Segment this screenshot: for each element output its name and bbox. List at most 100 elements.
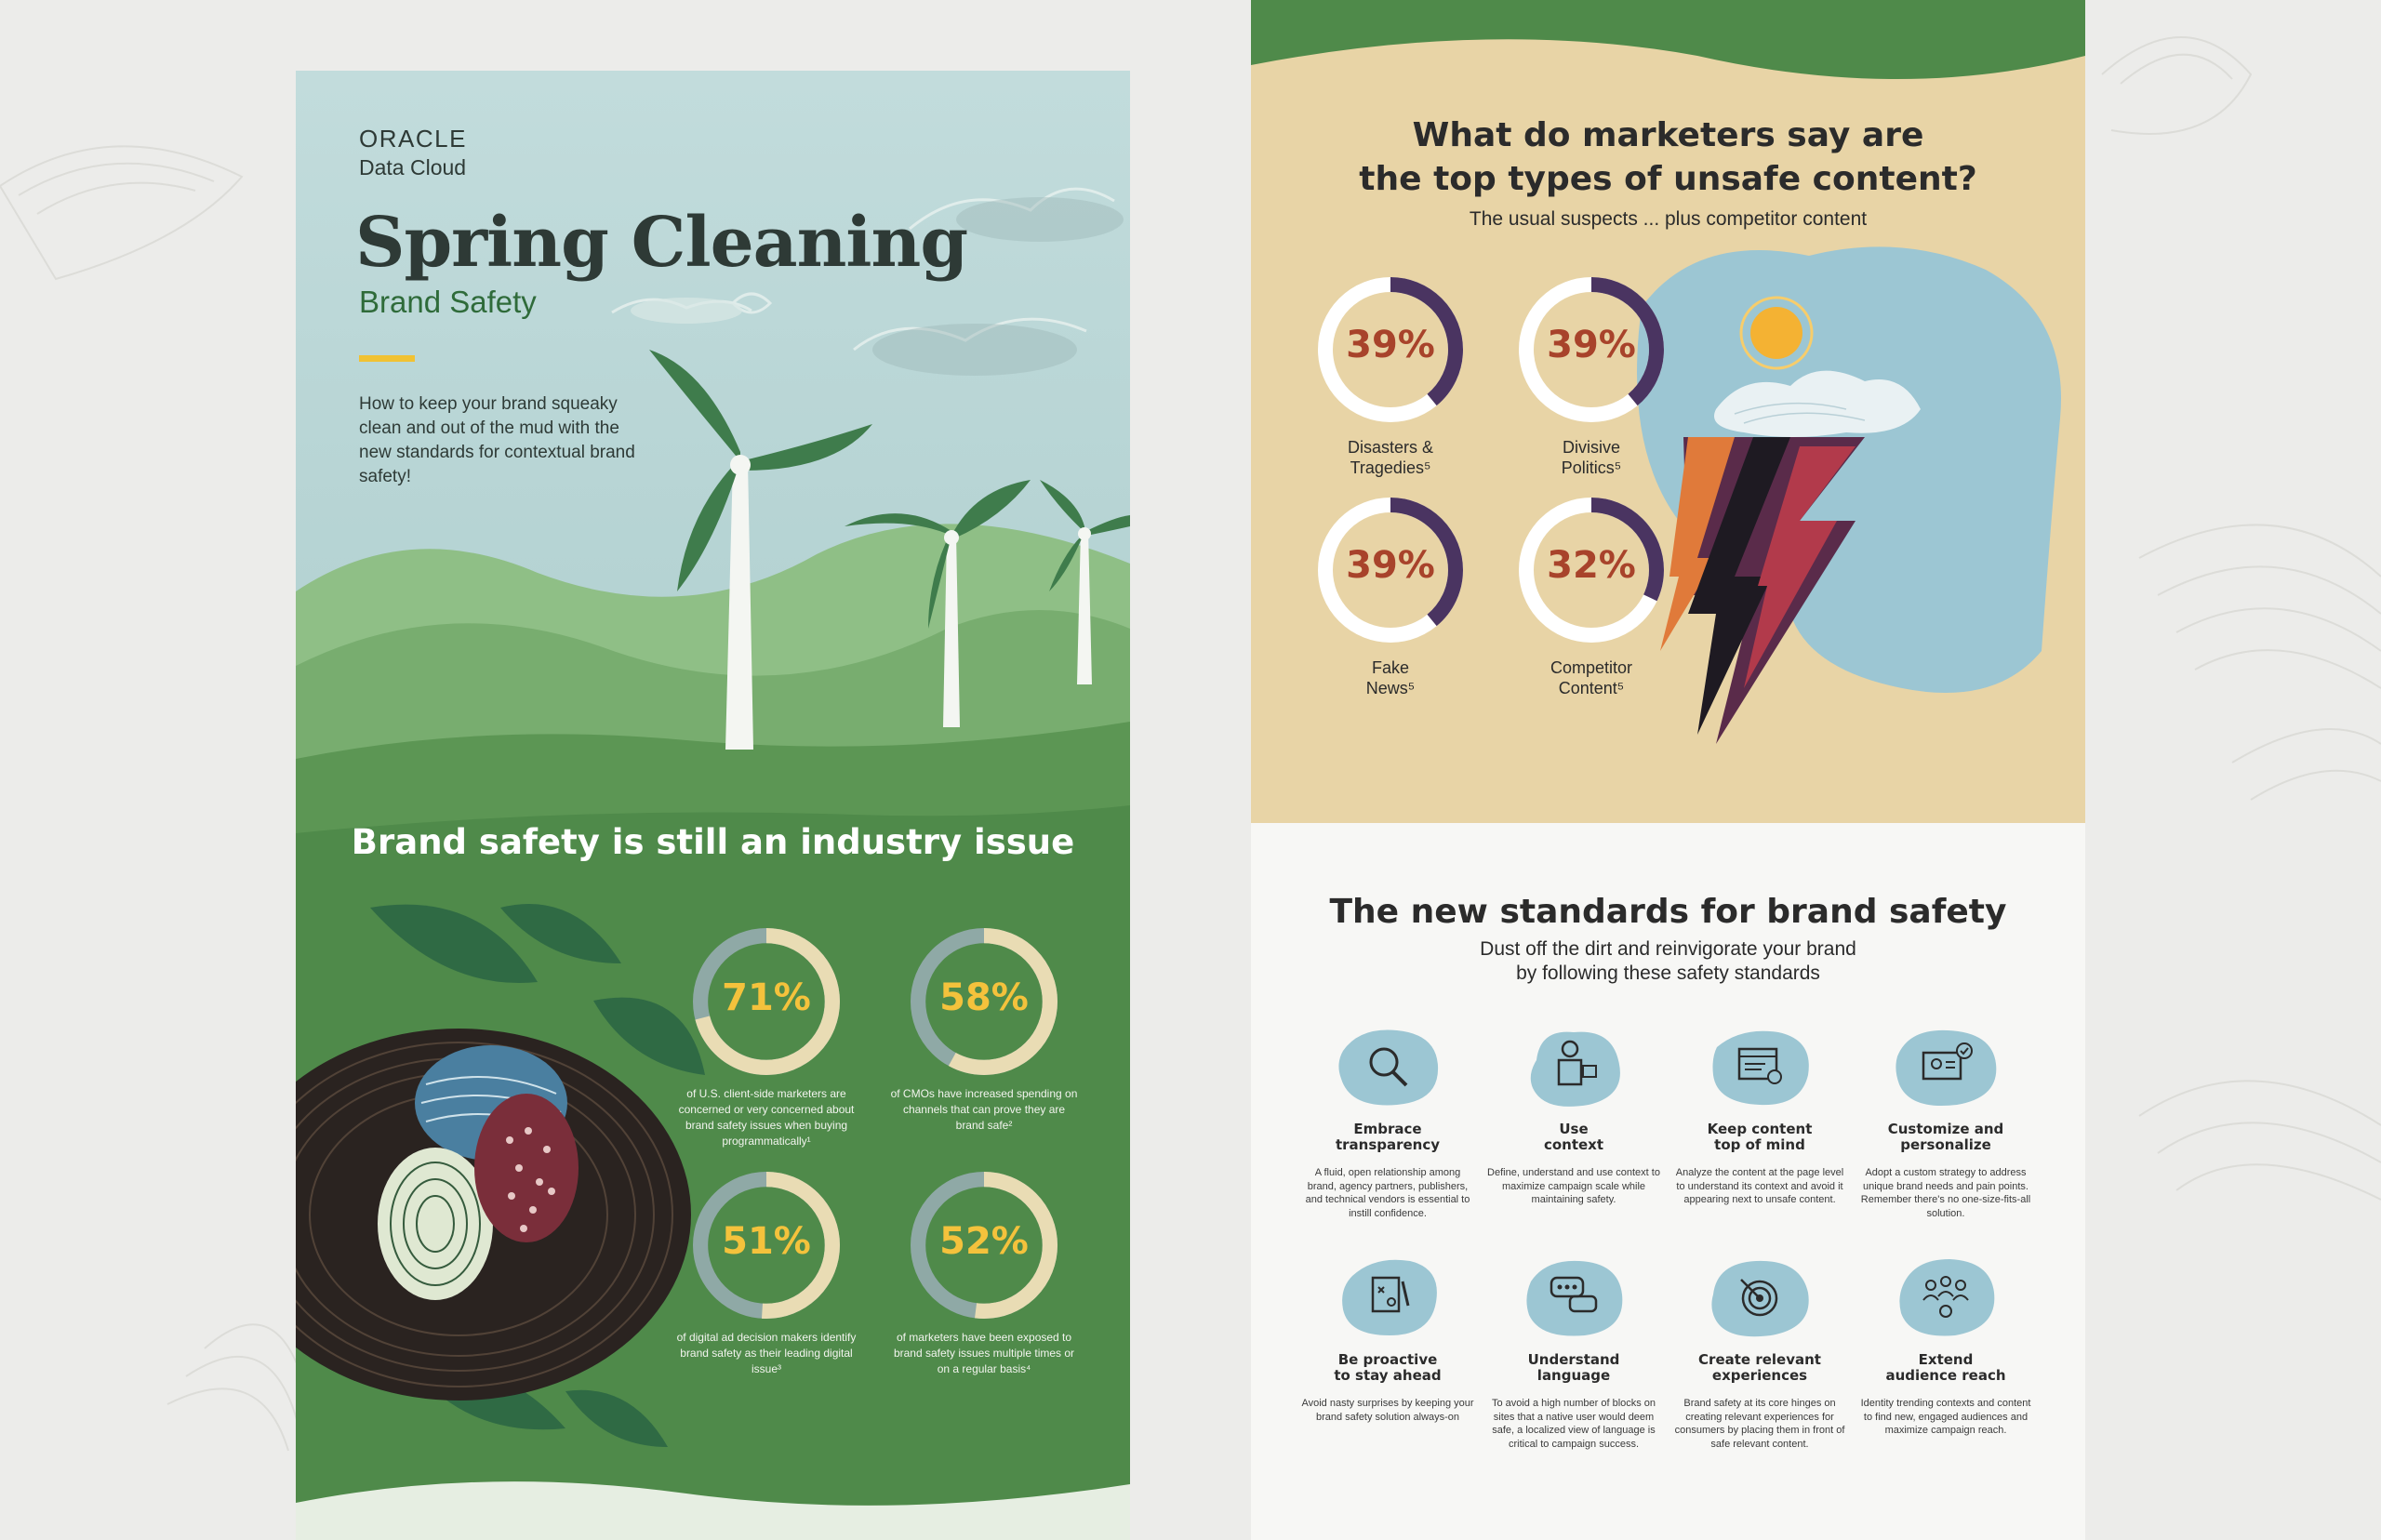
standard-transparency: Embrace transparency A fluid, open relati… bbox=[1299, 1023, 1476, 1220]
unsafe-content-illustration bbox=[1251, 0, 2085, 744]
standard-label-line2: personalize bbox=[1900, 1136, 1991, 1153]
donut-value-arc bbox=[1318, 277, 1463, 422]
standard-label-line1: Keep content bbox=[1707, 1121, 1813, 1137]
stat-percent: 39% bbox=[1346, 544, 1435, 587]
context-icon bbox=[1518, 1023, 1629, 1112]
standard-label-line1: Extend bbox=[1918, 1351, 1974, 1368]
stat-percent: 39% bbox=[1547, 324, 1636, 366]
stat-percent: 32% bbox=[1547, 544, 1636, 587]
right-infographic-panel: What do marketers say are the top types … bbox=[1251, 0, 2085, 1540]
industry-issue-heading: Brand safety is still an industry issue bbox=[351, 822, 1075, 862]
stat-label: Competitor Content⁵ bbox=[1498, 657, 1684, 698]
standard-relevant: Create relevant experiences Brand safety … bbox=[1671, 1254, 1848, 1451]
donut-value-arc bbox=[1519, 277, 1664, 422]
logo-product: Data Cloud bbox=[359, 155, 467, 179]
bottom-wave bbox=[296, 1481, 1130, 1540]
standard-label: Keep content top of mind bbox=[1671, 1122, 1848, 1153]
audience-icon bbox=[1890, 1254, 2002, 1343]
standard-label-line2: to stay ahead bbox=[1334, 1367, 1442, 1384]
page-subtitle: Brand Safety bbox=[359, 285, 537, 319]
standard-content: Keep content top of mind Analyze the cont… bbox=[1671, 1023, 1848, 1207]
standard-description: Analyze the content at the page level to… bbox=[1675, 1167, 1844, 1205]
standard-description: To avoid a high number of blocks on site… bbox=[1491, 1398, 1656, 1450]
unsafe-content-subtitle: The usual suspects ... plus competitor c… bbox=[1469, 208, 1868, 230]
stat-52: 52% of marketers have been exposed to br… bbox=[872, 1170, 1096, 1377]
stat-label-line1: Competitor bbox=[1550, 658, 1633, 677]
donut-chart-52 bbox=[910, 1171, 1058, 1320]
stat-51: 51% of digital ad decision makers identi… bbox=[655, 1170, 878, 1377]
donut-value-arc bbox=[910, 927, 1058, 1076]
speech-bubbles-icon bbox=[1518, 1254, 1629, 1343]
stat-percent: 71% bbox=[722, 976, 811, 1019]
stat-politics: 39% Divisive Politics⁵ bbox=[1498, 275, 1684, 478]
accent-divider bbox=[359, 355, 415, 362]
stat-caption: of marketers have been exposed to brand … bbox=[893, 1331, 1075, 1375]
stat-caption: of U.S. client-side marketers are concer… bbox=[678, 1087, 855, 1148]
stat-competitor: 32% Competitor Content⁵ bbox=[1498, 496, 1684, 698]
stat-caption: of CMOs have increased spending on chann… bbox=[890, 1087, 1078, 1132]
standards-subtitle-line1: Dust off the dirt and reinvigorate your … bbox=[1480, 938, 1856, 960]
stat-fake-news: 39% Fake News⁵ bbox=[1297, 496, 1483, 698]
page-title: Spring Cleaning bbox=[355, 203, 968, 283]
standard-label: Understand language bbox=[1485, 1352, 1662, 1384]
stat-label: Fake News⁵ bbox=[1297, 657, 1483, 698]
content-window-icon bbox=[1704, 1023, 1816, 1112]
standard-label-line1: Customize and bbox=[1887, 1121, 2004, 1137]
unsafe-content-title-line2: the top types of unsafe content? bbox=[1359, 160, 1977, 198]
stat-label-line2: Tragedies⁵ bbox=[1350, 458, 1431, 477]
standard-label: Create relevant experiences bbox=[1671, 1352, 1848, 1384]
standard-label-line2: transparency bbox=[1335, 1136, 1441, 1153]
standards-title: The new standards for brand safety bbox=[1329, 893, 2007, 931]
standard-label-line1: Be proactive bbox=[1337, 1351, 1438, 1368]
stat-label-line2: Politics⁵ bbox=[1561, 458, 1622, 477]
standard-label-line1: Create relevant bbox=[1698, 1351, 1821, 1368]
standard-label-line2: top of mind bbox=[1714, 1136, 1805, 1153]
standard-label-line1: Use bbox=[1559, 1121, 1589, 1137]
left-infographic-panel: ORACLE Data Cloud Spring Cleaning Brand … bbox=[296, 71, 1130, 1540]
donut-chart-competitor bbox=[1519, 498, 1664, 643]
stat-label: Divisive Politics⁵ bbox=[1498, 437, 1684, 478]
standard-description: Avoid nasty surprises by keeping your br… bbox=[1301, 1398, 1474, 1423]
stat-71: 71% of U.S. client-side marketers are co… bbox=[655, 926, 878, 1149]
standard-description: Adopt a custom strategy to address uniqu… bbox=[1860, 1167, 2031, 1219]
stat-label-line1: Disasters & bbox=[1347, 438, 1434, 457]
standard-label: Extend audience reach bbox=[1857, 1352, 2034, 1384]
standard-description: Identity trending contexts and content t… bbox=[1860, 1398, 2031, 1436]
standard-label: Use context bbox=[1485, 1122, 1662, 1153]
stat-disasters: 39% Disasters & Tragedies⁵ bbox=[1297, 275, 1483, 478]
stat-label: Disasters & Tragedies⁵ bbox=[1297, 437, 1483, 478]
standard-reach: Extend audience reach Identity trending c… bbox=[1857, 1254, 2034, 1438]
standard-personalize: Customize and personalize Adopt a custom … bbox=[1857, 1023, 2034, 1220]
unsafe-content-title: What do marketers say are the top types … bbox=[1251, 113, 2085, 201]
donut-value-arc bbox=[692, 927, 841, 1076]
donut-chart-71 bbox=[692, 927, 841, 1076]
stat-58: 58% of CMOs have increased spending on c… bbox=[872, 926, 1096, 1134]
standard-description: Define, understand and use context to ma… bbox=[1487, 1167, 1660, 1205]
oracle-logo: ORACLE Data Cloud bbox=[359, 125, 467, 180]
standard-label-line2: context bbox=[1543, 1136, 1604, 1153]
standard-description: Brand safety at its core hinges on creat… bbox=[1674, 1398, 1845, 1450]
standard-proactive: Be proactive to stay ahead Avoid nasty su… bbox=[1299, 1254, 1476, 1424]
stat-percent: 39% bbox=[1346, 324, 1435, 366]
stat-label-line2: News⁵ bbox=[1365, 679, 1416, 697]
magnifier-icon bbox=[1332, 1023, 1443, 1112]
stat-percent: 51% bbox=[722, 1220, 811, 1263]
donut-chart-fake-news bbox=[1318, 498, 1463, 643]
stat-percent: 52% bbox=[939, 1220, 1029, 1263]
stat-label-line1: Divisive bbox=[1562, 438, 1620, 457]
standards-subtitle-line2: by following these safety standards bbox=[1516, 962, 1820, 984]
stat-percent: 58% bbox=[939, 976, 1029, 1019]
stat-label-line2: Content⁵ bbox=[1558, 679, 1625, 697]
donut-value-arc bbox=[910, 1171, 1058, 1320]
donut-chart-politics bbox=[1519, 277, 1664, 422]
standard-label-line1: Understand bbox=[1527, 1351, 1620, 1368]
standard-label: Embrace transparency bbox=[1299, 1122, 1476, 1153]
standard-language: Understand language To avoid a high numbe… bbox=[1485, 1254, 1662, 1451]
donut-chart-disasters bbox=[1318, 277, 1463, 422]
intro-text: How to keep your brand squeaky clean and… bbox=[359, 394, 635, 486]
target-icon bbox=[1704, 1254, 1816, 1343]
standard-description: A fluid, open relationship among brand, … bbox=[1305, 1167, 1470, 1219]
donut-value-arc bbox=[1519, 498, 1664, 643]
donut-chart-58 bbox=[910, 927, 1058, 1076]
profile-card-icon bbox=[1890, 1023, 2002, 1112]
